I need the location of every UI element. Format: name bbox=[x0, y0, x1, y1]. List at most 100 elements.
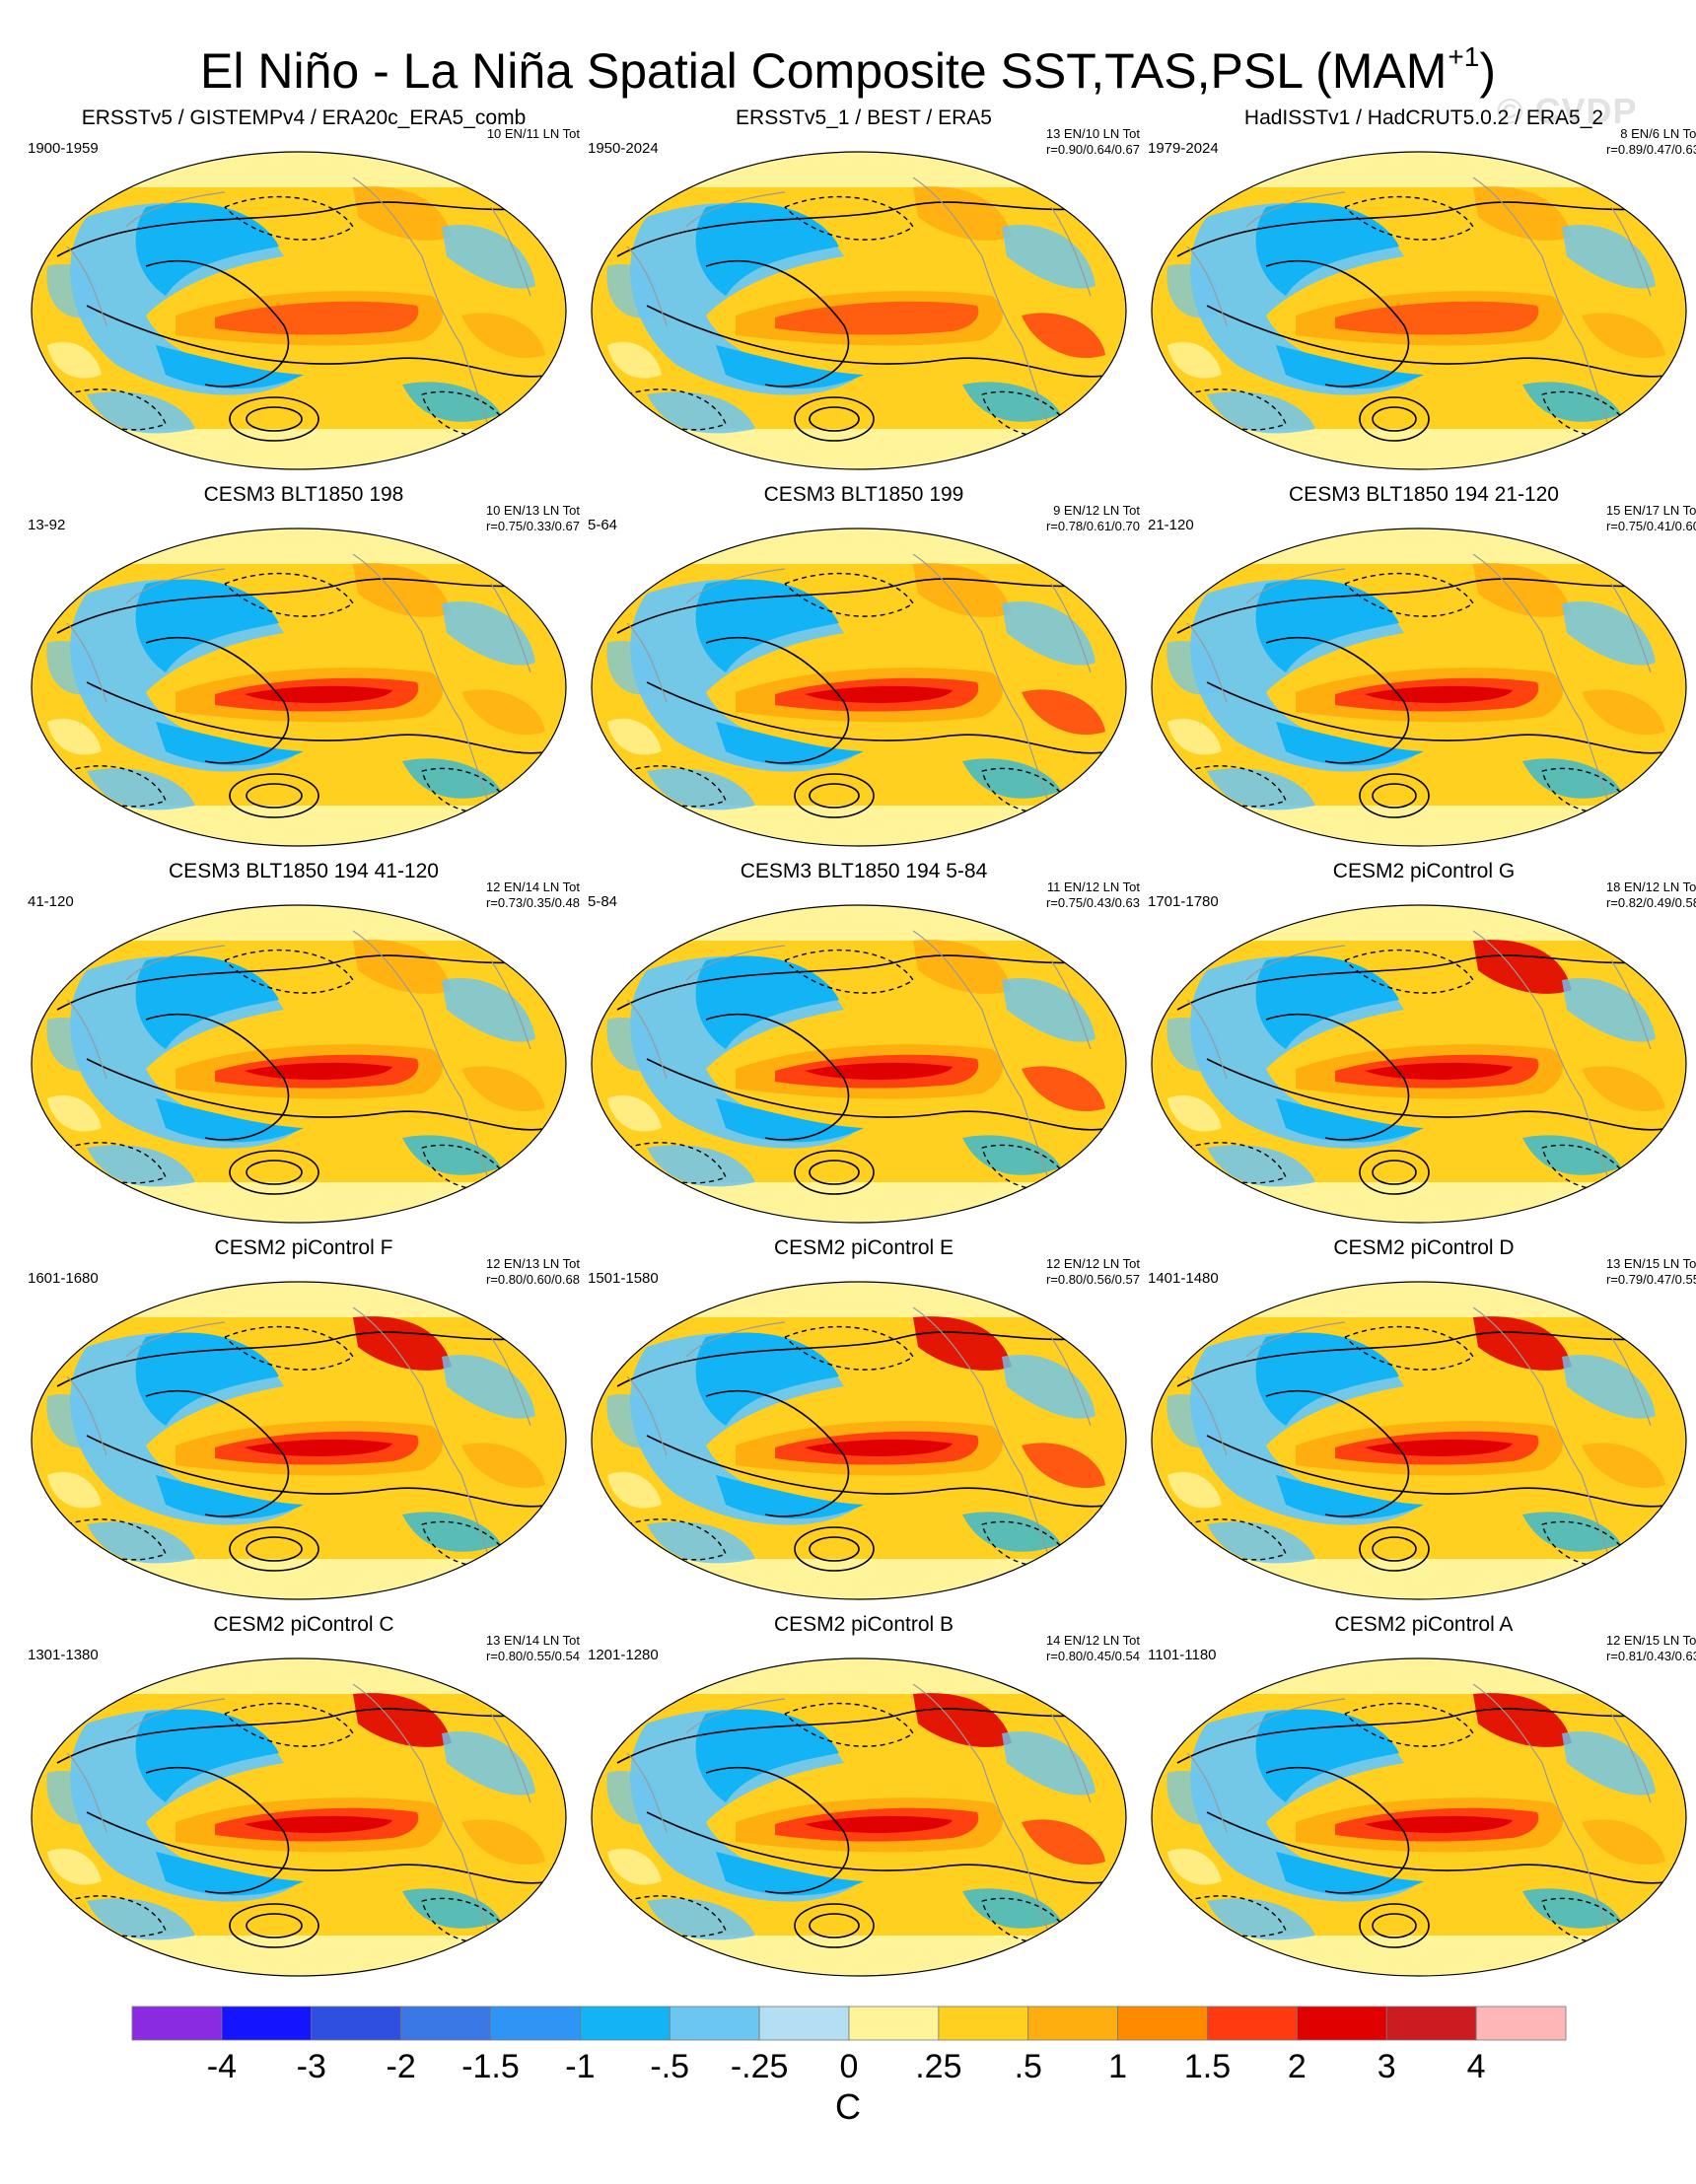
event-count-text: 13 EN/10 LN Tot bbox=[1045, 126, 1140, 141]
globe-map bbox=[1151, 1657, 1687, 1977]
map-field bbox=[32, 905, 566, 1223]
pattern-correlation-text: r=0.80/0.55/0.54 bbox=[485, 1649, 580, 1663]
composite-panel: CESM2 piControl D 1401-1480 13 EN/15 LN To… bbox=[1148, 1236, 1696, 1611]
globe-map bbox=[1151, 904, 1687, 1224]
event-count-text: 12 EN/12 LN Tot bbox=[1045, 1256, 1140, 1271]
figure-title-superscript: +1 bbox=[1448, 41, 1480, 72]
event-count-text: 13 EN/14 LN Tot bbox=[485, 1633, 580, 1648]
event-count-text: 11 EN/12 LN Tot bbox=[1046, 880, 1140, 894]
map-border bbox=[31, 528, 567, 847]
globe-map bbox=[31, 528, 567, 847]
map-field bbox=[32, 1658, 566, 1976]
colorbar-tick-label: 0 bbox=[840, 2048, 859, 2085]
globe-map bbox=[31, 1281, 567, 1600]
event-count-text: 8 EN/6 LN Tot bbox=[1620, 126, 1696, 141]
panel-title: ERSSTv5 / GISTEMPv4 / ERA20c_ERA5_comb bbox=[81, 106, 527, 129]
event-count-text: 15 EN/17 LN Tot bbox=[1605, 503, 1696, 518]
event-count-text: 14 EN/12 LN Tot bbox=[1045, 1633, 1140, 1648]
colorbar-tick-label: 3 bbox=[1378, 2048, 1396, 2085]
panel-event-counts: 9 EN/12 LN Tot r=0.78/0.61/0.70 bbox=[1046, 503, 1140, 534]
panel-period: 1501-1580 bbox=[588, 1270, 659, 1287]
colorbar-unit-label: C bbox=[835, 2086, 861, 2127]
pattern-correlation-text: r=0.73/0.35/0.48 bbox=[485, 895, 580, 910]
colorbar-tick-label: 2 bbox=[1288, 2048, 1307, 2085]
panel-title: CESM3 BLT1850 194 5-84 bbox=[740, 860, 988, 882]
map-field bbox=[32, 1282, 566, 1599]
colorbar-swatch bbox=[758, 2006, 850, 2041]
pattern-correlation-text: r=0.89/0.47/0.63 bbox=[1605, 142, 1696, 157]
colorbar-swatch bbox=[579, 2006, 671, 2041]
map-border bbox=[31, 151, 567, 470]
colorbar-swatch bbox=[400, 2006, 491, 2041]
pattern-correlation-text: r=0.80/0.45/0.54 bbox=[1045, 1649, 1140, 1663]
composite-panel: CESM3 BLT1850 194 21-120 21-120 15 EN/17 L… bbox=[1148, 483, 1696, 858]
map-border bbox=[591, 151, 1127, 470]
pattern-correlation-text: r=0.90/0.64/0.67 bbox=[1045, 142, 1140, 157]
figure-title-text: El Niño - La Niña Spatial Composite SST,… bbox=[200, 43, 1448, 99]
composite-panel: CESM2 piControl A 1101-1180 12 EN/15 LN To… bbox=[1148, 1613, 1696, 1988]
map-border bbox=[31, 1281, 567, 1600]
panel-event-counts: 18 EN/12 LN Tot r=0.82/0.49/0.58 bbox=[1606, 880, 1696, 911]
globe-map bbox=[591, 1657, 1127, 1977]
map-border bbox=[591, 1657, 1127, 1977]
panel-event-counts: 10 EN/11 LN Tot bbox=[487, 126, 580, 142]
map-field bbox=[592, 905, 1126, 1223]
map-field bbox=[1152, 528, 1686, 846]
panel-period: 1101-1180 bbox=[1148, 1647, 1217, 1663]
pattern-correlation-text: r=0.82/0.49/0.58 bbox=[1605, 895, 1696, 910]
panel-title: CESM3 BLT1850 194 21-120 bbox=[1289, 483, 1559, 506]
colorbar-tick-label: -1 bbox=[565, 2048, 595, 2085]
panel-event-counts: 12 EN/13 LN Tot r=0.80/0.60/0.68 bbox=[486, 1256, 580, 1288]
panel-event-counts: 12 EN/15 LN Tot r=0.81/0.43/0.63 bbox=[1606, 1633, 1696, 1664]
map-field bbox=[592, 1282, 1126, 1599]
map-border bbox=[591, 904, 1127, 1224]
event-count-text: 10 EN/13 LN Tot bbox=[485, 503, 580, 518]
panel-period: 1301-1380 bbox=[28, 1647, 99, 1663]
colorbar-tick-label: 4 bbox=[1467, 2048, 1486, 2085]
composite-panel: CESM2 piControl B 1201-1280 14 EN/12 LN To… bbox=[588, 1613, 1140, 1988]
map-field bbox=[32, 528, 566, 846]
colorbar-tick-label: .25 bbox=[915, 2048, 961, 2085]
colorbar-swatch bbox=[1027, 2006, 1119, 2041]
globe-map bbox=[591, 904, 1127, 1224]
map-field bbox=[592, 528, 1126, 846]
map-field bbox=[592, 152, 1126, 469]
panel-period: 1601-1680 bbox=[28, 1270, 99, 1287]
pattern-correlation-text: r=0.75/0.33/0.67 bbox=[485, 519, 580, 533]
globe-map bbox=[591, 151, 1127, 470]
figure-title: El Niño - La Niña Spatial Composite SST,… bbox=[0, 28, 1696, 101]
event-count-text: 12 EN/13 LN Tot bbox=[485, 1256, 580, 1271]
panel-period: 1401-1480 bbox=[1148, 1270, 1219, 1287]
panel-event-counts: 11 EN/12 LN Tot r=0.75/0.43/0.63 bbox=[1046, 880, 1140, 911]
panel-period: 5-84 bbox=[588, 893, 618, 910]
globe-map bbox=[1151, 528, 1687, 847]
panel-period: 1979-2024 bbox=[1148, 140, 1219, 157]
panel-period: 1701-1780 bbox=[1148, 893, 1219, 910]
panel-title: CESM2 piControl C bbox=[213, 1613, 394, 1636]
panel-title: CESM2 piControl A bbox=[1334, 1613, 1514, 1636]
panel-event-counts: 14 EN/12 LN Tot r=0.80/0.45/0.54 bbox=[1046, 1633, 1140, 1664]
panel-event-counts: 10 EN/13 LN Tot r=0.75/0.33/0.67 bbox=[486, 503, 580, 534]
map-border bbox=[591, 1281, 1127, 1600]
panel-title: CESM3 BLT1850 194 41-120 bbox=[169, 860, 439, 882]
event-count-text: 12 EN/14 LN Tot bbox=[485, 880, 580, 894]
panel-period: 21-120 bbox=[1148, 517, 1194, 533]
colorbar-swatch bbox=[1117, 2006, 1208, 2041]
pattern-correlation-text: r=0.81/0.43/0.63 bbox=[1605, 1649, 1696, 1663]
colorbar-swatch bbox=[1207, 2006, 1298, 2041]
colorbar-swatch bbox=[131, 2006, 223, 2041]
map-border bbox=[1151, 528, 1687, 847]
panel-title: ERSSTv5_1 / BEST / ERA5 bbox=[736, 106, 992, 129]
colorbar-swatch bbox=[221, 2006, 313, 2041]
colorbar-swatch bbox=[669, 2006, 760, 2041]
map-border bbox=[1151, 1657, 1687, 1977]
panel-title: CESM2 piControl B bbox=[773, 1613, 954, 1636]
composite-panel: CESM3 BLT1850 199 5-64 9 EN/12 LN Tot r=0.7… bbox=[588, 483, 1140, 858]
panel-event-counts: 15 EN/17 LN Tot r=0.75/0.41/0.60 bbox=[1606, 503, 1696, 534]
composite-panel: CESM2 piControl F 1601-1680 12 EN/13 LN To… bbox=[28, 1236, 580, 1611]
map-field bbox=[1152, 152, 1686, 469]
pattern-correlation-text: r=0.78/0.61/0.70 bbox=[1045, 519, 1140, 533]
colorbar-swatch bbox=[1385, 2006, 1477, 2041]
colorbar-tick-label: -4 bbox=[207, 2048, 237, 2085]
panel-period: 5-64 bbox=[588, 517, 618, 533]
